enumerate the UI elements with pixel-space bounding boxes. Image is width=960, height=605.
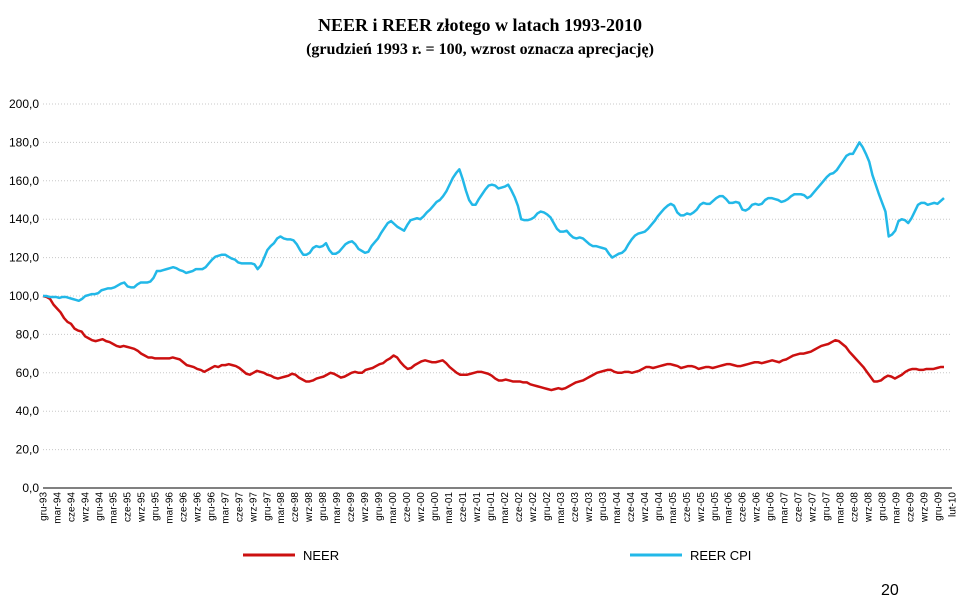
x-tick-label: cze-06 — [738, 492, 749, 522]
x-tick-label: mar-09 — [892, 492, 903, 524]
x-tick-label: mar-01 — [444, 492, 455, 524]
x-tick-label: gru-07 — [822, 492, 833, 521]
gridlines — [43, 103, 952, 489]
series-line-neer — [42, 294, 944, 392]
x-tick-label: cze-95 — [122, 492, 133, 522]
chart-title: NEER i REER złotego w latach 1993-2010 — [318, 15, 642, 35]
x-tick-label: mar-98 — [276, 492, 287, 524]
x-tick-label: gru-97 — [262, 492, 273, 521]
x-tick-label: wrz-01 — [472, 492, 483, 523]
x-tick-label: mar-97 — [220, 492, 231, 524]
x-tick-label: wrz-03 — [584, 492, 595, 523]
x-tick-label: wrz-06 — [752, 492, 763, 523]
x-tick-label: gru-01 — [486, 492, 497, 521]
x-tick-label: cze-00 — [402, 492, 413, 522]
x-tick-label: gru-93 — [39, 492, 50, 521]
x-tick-label: mar-96 — [164, 492, 175, 524]
x-tick-label: wrz-94 — [80, 492, 91, 523]
y-tick-label: 200,0 — [9, 97, 39, 111]
x-tick-label: cze-01 — [458, 492, 469, 522]
x-tick-label: cze-94 — [66, 492, 77, 522]
x-tick-label: cze-97 — [234, 492, 245, 522]
x-tick-label: mar-94 — [52, 492, 63, 524]
x-tick-label: wrz-95 — [136, 492, 147, 523]
x-tick-label: cze-07 — [794, 492, 805, 522]
x-tick-label: mar-99 — [332, 492, 343, 524]
legend-label-neer: NEER — [303, 548, 339, 563]
y-tick-label: 60,0 — [16, 366, 40, 380]
y-axis-ticks: 200,0 180,0 160,0 140,0 120,0 100,0 80,0 60,0 40… — [9, 97, 39, 495]
x-tick-label: gru-09 — [934, 492, 945, 521]
x-tick-label: lut-10 — [948, 492, 959, 517]
x-axis-ticks: gru-93 mar-94 cze-94 wrz-94 gru-94 mar-95 cze-… — [39, 492, 959, 524]
x-tick-label: gru-96 — [206, 492, 217, 521]
x-tick-label: cze-98 — [290, 492, 301, 522]
x-tick-label: mar-06 — [724, 492, 735, 524]
x-tick-label: wrz-05 — [696, 492, 707, 523]
x-tick-label: cze-04 — [626, 492, 637, 522]
x-tick-label: mar-00 — [388, 492, 399, 524]
x-tick-label: mar-02 — [500, 492, 511, 524]
x-tick-label: wrz-02 — [528, 492, 539, 523]
x-tick-label: wrz-07 — [808, 492, 819, 523]
x-tick-label: gru-02 — [542, 492, 553, 521]
x-tick-label: wrz-96 — [192, 492, 203, 523]
x-tick-label: wrz-00 — [416, 492, 427, 523]
x-tick-label: wrz-04 — [640, 492, 651, 523]
x-tick-label: gru-94 — [94, 492, 105, 521]
y-tick-label: 120,0 — [9, 251, 39, 265]
y-tick-label: 100,0 — [9, 289, 39, 303]
x-tick-label: cze-99 — [346, 492, 357, 522]
x-tick-label: wrz-97 — [248, 492, 259, 523]
series-line-reer-cpi — [43, 141, 945, 303]
x-tick-label: gru-00 — [430, 492, 441, 521]
x-tick-label: gru-08 — [878, 492, 889, 521]
x-tick-label: gru-05 — [710, 492, 721, 521]
x-tick-label: gru-03 — [598, 492, 609, 521]
x-tick-label: wrz-99 — [360, 492, 371, 523]
y-tick-label: 80,0 — [16, 327, 40, 341]
x-tick-label: gru-06 — [766, 492, 777, 521]
legend: NEER REER CPI — [243, 548, 751, 563]
y-tick-label: 160,0 — [9, 174, 39, 188]
x-tick-label: cze-96 — [178, 492, 189, 522]
x-tick-label: mar-05 — [668, 492, 679, 524]
x-tick-label: cze-05 — [682, 492, 693, 522]
x-tick-label: gru-98 — [318, 492, 329, 521]
x-tick-label: wrz-08 — [864, 492, 875, 523]
y-tick-label: 180,0 — [9, 135, 39, 149]
x-tick-label: mar-07 — [780, 492, 791, 524]
x-tick-label: wrz-98 — [304, 492, 315, 523]
y-tick-label: 20,0 — [16, 443, 40, 457]
x-tick-label: cze-09 — [906, 492, 917, 522]
x-tick-label: gru-95 — [150, 492, 161, 521]
x-tick-label: cze-03 — [570, 492, 581, 522]
y-tick-label: 0,0 — [22, 481, 39, 495]
x-tick-label: mar-95 — [108, 492, 119, 524]
x-tick-label: mar-04 — [612, 492, 623, 524]
series-lines — [42, 141, 945, 392]
y-tick-label: 40,0 — [16, 404, 40, 418]
page-number: 20 — [881, 582, 899, 599]
x-tick-label: mar-03 — [556, 492, 567, 524]
y-tick-label: 140,0 — [9, 212, 39, 226]
legend-label-reer-cpi: REER CPI — [690, 548, 751, 563]
chart-subtitle: (grudzień 1993 r. = 100, wzrost oznacza … — [306, 41, 654, 58]
x-tick-label: mar-08 — [836, 492, 847, 524]
x-tick-label: cze-08 — [850, 492, 861, 522]
x-tick-label: wrz-09 — [920, 492, 931, 523]
x-tick-label: cze-02 — [514, 492, 525, 522]
x-tick-label: gru-99 — [374, 492, 385, 521]
x-tick-label: gru-04 — [654, 492, 665, 521]
